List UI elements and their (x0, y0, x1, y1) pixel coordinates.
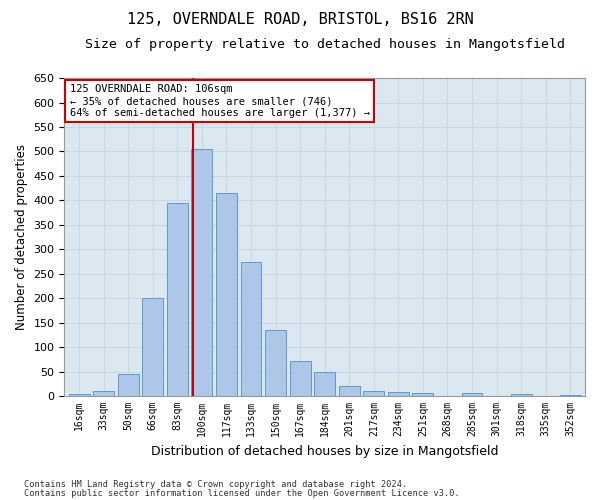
Bar (388, 392, 409, 396)
Bar (511, 394, 532, 396)
Bar (142, 298, 163, 396)
Bar (461, 392, 482, 396)
Text: 125, OVERNDALE ROAD, BRISTOL, BS16 2RN: 125, OVERNDALE ROAD, BRISTOL, BS16 2RN (127, 12, 473, 28)
Text: 125 OVERNDALE ROAD: 106sqm
← 35% of detached houses are smaller (746)
64% of sem: 125 OVERNDALE ROAD: 106sqm ← 35% of deta… (70, 84, 370, 117)
Bar (118, 374, 139, 396)
Text: Contains HM Land Registry data © Crown copyright and database right 2024.: Contains HM Land Registry data © Crown c… (24, 480, 407, 489)
Bar (69, 394, 89, 396)
Text: Contains public sector information licensed under the Open Government Licence v3: Contains public sector information licen… (24, 488, 460, 498)
Bar (290, 361, 311, 396)
Bar (339, 386, 359, 396)
Bar (265, 330, 286, 396)
Bar (216, 193, 237, 396)
Title: Size of property relative to detached houses in Mangotsfield: Size of property relative to detached ho… (85, 38, 565, 51)
X-axis label: Distribution of detached houses by size in Mangotsfield: Distribution of detached houses by size … (151, 444, 499, 458)
Bar (412, 393, 433, 396)
Bar (560, 395, 581, 396)
Y-axis label: Number of detached properties: Number of detached properties (15, 144, 28, 330)
Bar (241, 262, 262, 396)
Bar (191, 149, 212, 396)
Bar (314, 372, 335, 396)
Bar (93, 391, 114, 396)
Bar (167, 203, 188, 396)
Bar (364, 391, 384, 396)
